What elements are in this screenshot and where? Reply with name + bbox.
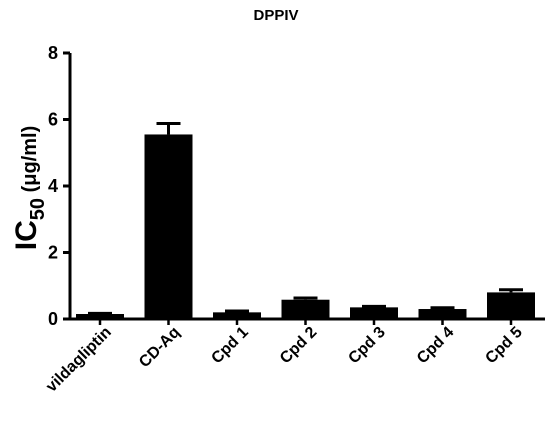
y-tick-label: 0 <box>48 309 58 329</box>
bar-cpd-5 <box>487 292 535 319</box>
bar-cpd-3 <box>350 307 398 319</box>
bar-cpd-2 <box>281 299 330 319</box>
bar-cpd-1 <box>213 312 261 319</box>
bar-vildagliptin <box>76 314 124 319</box>
x-tick-label: Cpd 5 <box>482 324 526 368</box>
x-tick-label: vildagliptin <box>43 324 115 396</box>
y-axis-label: IC50 (μg/ml) <box>10 126 49 250</box>
y-axis-label-subscript: 50 <box>27 198 49 220</box>
x-tick-label: Cpd 3 <box>345 324 389 368</box>
y-tick-label: 4 <box>48 176 58 196</box>
y-tick-label: 8 <box>48 43 58 63</box>
bar-cd-aq <box>144 134 193 319</box>
chart-title: DPPIV <box>253 7 298 24</box>
y-axis-label-main: IC <box>10 220 43 250</box>
svg-text:IC50 (μg/ml): IC50 (μg/ml) <box>10 126 49 250</box>
y-axis-label-unit: (μg/ml) <box>19 126 41 198</box>
x-tick-label: Cpd 1 <box>208 324 252 368</box>
y-tick-label: 2 <box>48 243 58 263</box>
x-tick-label: CD-Aq <box>136 324 183 371</box>
x-tick-label: Cpd 4 <box>414 324 458 368</box>
plot-area: vildagliptin CD-Aq Cpd 1 Cpd 2 Cpd 3 Cpd 4 Cpd… <box>43 43 545 396</box>
x-tick-label: Cpd 2 <box>277 324 321 368</box>
bar-cpd-4 <box>418 309 467 319</box>
y-tick-label: 6 <box>48 110 58 130</box>
